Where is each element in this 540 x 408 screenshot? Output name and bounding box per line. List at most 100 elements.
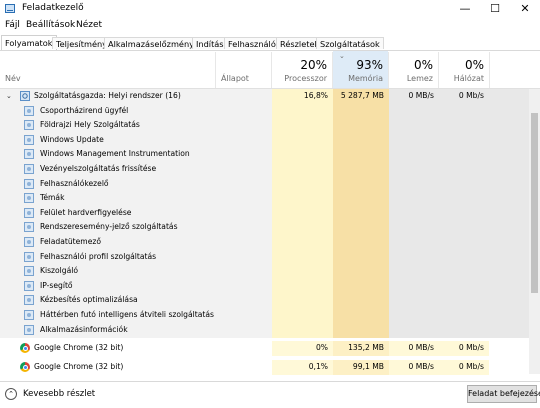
- service-row[interactable]: IP-segítő: [0, 279, 540, 294]
- service-gear-icon: [24, 207, 34, 218]
- menu-bar: Fájl Beállítások Nézet: [0, 18, 540, 33]
- process-cpu: 0%: [272, 341, 333, 356]
- service-gear-icon: [24, 251, 34, 262]
- menu-view[interactable]: Nézet: [76, 20, 103, 30]
- column-memory-label: Memória: [348, 74, 383, 83]
- column-header: Név Állapot 20% Processzor ⌄ 93% Memória…: [0, 51, 540, 89]
- footer-bar: ⌃ Kevesebb részlet Feladat befejezése: [0, 381, 540, 408]
- tab-services[interactable]: Szolgáltatások: [316, 37, 384, 49]
- tab-startup[interactable]: Indítás: [192, 37, 228, 49]
- service-row[interactable]: Felhasználói profil szolgáltatás: [0, 250, 540, 265]
- column-disk[interactable]: 0% Lemez: [389, 51, 438, 88]
- service-gear-icon: [24, 134, 34, 145]
- group-memory: 5 287,7 MB: [340, 91, 384, 100]
- service-name: IP-segítő: [40, 280, 73, 290]
- process-name: Google Chrome (32 bit): [34, 362, 124, 371]
- chrome-icon: [20, 343, 30, 353]
- service-gear-icon: [24, 149, 34, 160]
- service-name: Alkalmazásinformációk: [40, 324, 128, 334]
- close-button[interactable]: ✕: [520, 2, 530, 15]
- vertical-scrollbar[interactable]: [529, 89, 540, 374]
- fewer-details-icon[interactable]: ⌃: [5, 388, 17, 400]
- process-row[interactable]: Google Chrome (32 bit) 0,1% 99,1 MB 0 MB…: [0, 360, 540, 375]
- column-divider[interactable]: [489, 52, 490, 88]
- network-total: 0%: [464, 58, 484, 72]
- service-row[interactable]: Háttérben futó intelligens átviteli szol…: [0, 308, 540, 323]
- service-row[interactable]: Földrajzi Hely Szolgáltatás: [0, 118, 540, 133]
- group-cpu: 16,8%: [303, 91, 328, 100]
- service-gear-icon: [24, 280, 34, 291]
- service-group-row[interactable]: ⌄ Szolgáltatásgazda: Helyi rendszer (16)…: [0, 89, 540, 104]
- service-name: Földrajzi Hely Szolgáltatás: [40, 120, 140, 130]
- service-name: Felhasználókezelő: [40, 178, 109, 188]
- column-divider[interactable]: [388, 52, 389, 88]
- tab-processes[interactable]: Folyamatok: [1, 35, 57, 50]
- service-row[interactable]: Vezényelszolgáltatás frissítése: [0, 162, 540, 177]
- column-network[interactable]: 0% Hálózat: [439, 51, 489, 88]
- collapse-chevron-icon[interactable]: ⌄: [6, 92, 12, 100]
- service-gear-icon: [24, 120, 34, 131]
- column-cpu[interactable]: 20% Processzor: [272, 51, 332, 88]
- column-network-label: Hálózat: [453, 74, 484, 83]
- service-row[interactable]: Csoportházirend ügyfél: [0, 104, 540, 119]
- column-status-label: Állapot: [221, 74, 249, 83]
- service-row[interactable]: Felhasználókezelő: [0, 177, 540, 192]
- service-gear-icon: [24, 193, 34, 204]
- memory-total: 93%: [356, 58, 383, 72]
- column-divider[interactable]: [271, 52, 272, 88]
- service-gear-icon: [24, 222, 34, 233]
- menu-options[interactable]: Beállítások: [26, 20, 76, 30]
- group-name-background: [0, 89, 272, 338]
- service-row[interactable]: Témák: [0, 191, 540, 206]
- service-name: Windows Management Instrumentation: [40, 149, 190, 159]
- column-cpu-label: Processzor: [284, 74, 327, 83]
- fewer-details-link[interactable]: Kevesebb részlet: [23, 389, 96, 399]
- maximize-button[interactable]: ☐: [490, 2, 500, 15]
- column-status[interactable]: Állapot: [216, 51, 271, 88]
- service-gear-icon: [24, 310, 34, 320]
- service-name: Háttérben futó intelligens átviteli szol…: [40, 310, 214, 319]
- service-gear-icon: [24, 237, 34, 247]
- service-row[interactable]: Rendszeresemény-jelző szolgáltatás: [0, 220, 540, 235]
- disk-total: 0%: [413, 58, 433, 72]
- tab-strip: Folyamatok Teljesítmény Alkalmazáselőzmé…: [0, 35, 540, 51]
- service-gear-icon: [24, 105, 34, 116]
- service-name: Vezényelszolgáltatás frissítése: [40, 164, 157, 173]
- column-divider[interactable]: [332, 52, 333, 88]
- group-network: 0 Mb/s: [458, 91, 484, 100]
- minimize-button[interactable]: —: [459, 2, 471, 15]
- menu-file[interactable]: Fájl: [5, 20, 20, 30]
- service-row[interactable]: Windows Update: [0, 133, 540, 148]
- service-row[interactable]: Kézbesítés optimalizálása: [0, 293, 540, 308]
- column-memory[interactable]: ⌄ 93% Memória: [333, 51, 388, 88]
- process-row[interactable]: Google Chrome (32 bit) 0% 135,2 MB 0 MB/…: [0, 341, 540, 356]
- service-row[interactable]: Feladatütemező: [0, 235, 540, 250]
- column-disk-label: Lemez: [406, 74, 433, 83]
- column-name[interactable]: Név: [0, 51, 215, 88]
- service-row[interactable]: Alkalmazásinformációk: [0, 323, 540, 338]
- service-gear-icon: [24, 324, 34, 335]
- service-row[interactable]: Windows Management Instrumentation: [0, 147, 540, 162]
- service-row[interactable]: Kiszolgáló: [0, 264, 540, 279]
- service-name: Kiszolgáló: [40, 266, 79, 276]
- column-name-label: Név: [5, 74, 21, 83]
- service-name: Kézbesítés optimalizálása: [40, 295, 138, 305]
- column-divider[interactable]: [438, 52, 439, 88]
- scrollbar-thumb[interactable]: [531, 113, 538, 293]
- service-name: Rendszeresemény-jelző szolgáltatás: [40, 222, 178, 232]
- column-divider[interactable]: [215, 52, 216, 88]
- service-name: Témák: [40, 193, 65, 203]
- service-group-name: Szolgáltatásgazda: Helyi rendszer (16): [34, 91, 181, 100]
- process-cpu: 0,1%: [272, 360, 333, 375]
- service-name: Windows Update: [40, 134, 104, 144]
- service-gear-icon: [24, 178, 34, 189]
- service-name: Felület hardverfigyelése: [40, 207, 132, 217]
- end-task-button[interactable]: Feladat befejezése: [467, 385, 540, 403]
- service-gear-icon: [24, 295, 34, 306]
- service-row[interactable]: Felület hardverfigyelése: [0, 206, 540, 221]
- group-io-background: [389, 89, 529, 338]
- title-bar: Feladatkezelő — ☐ ✕: [0, 0, 540, 17]
- tab-performance[interactable]: Teljesítmény: [52, 37, 112, 49]
- group-memory-background: [333, 89, 389, 338]
- process-memory: 135,2 MB: [333, 341, 389, 356]
